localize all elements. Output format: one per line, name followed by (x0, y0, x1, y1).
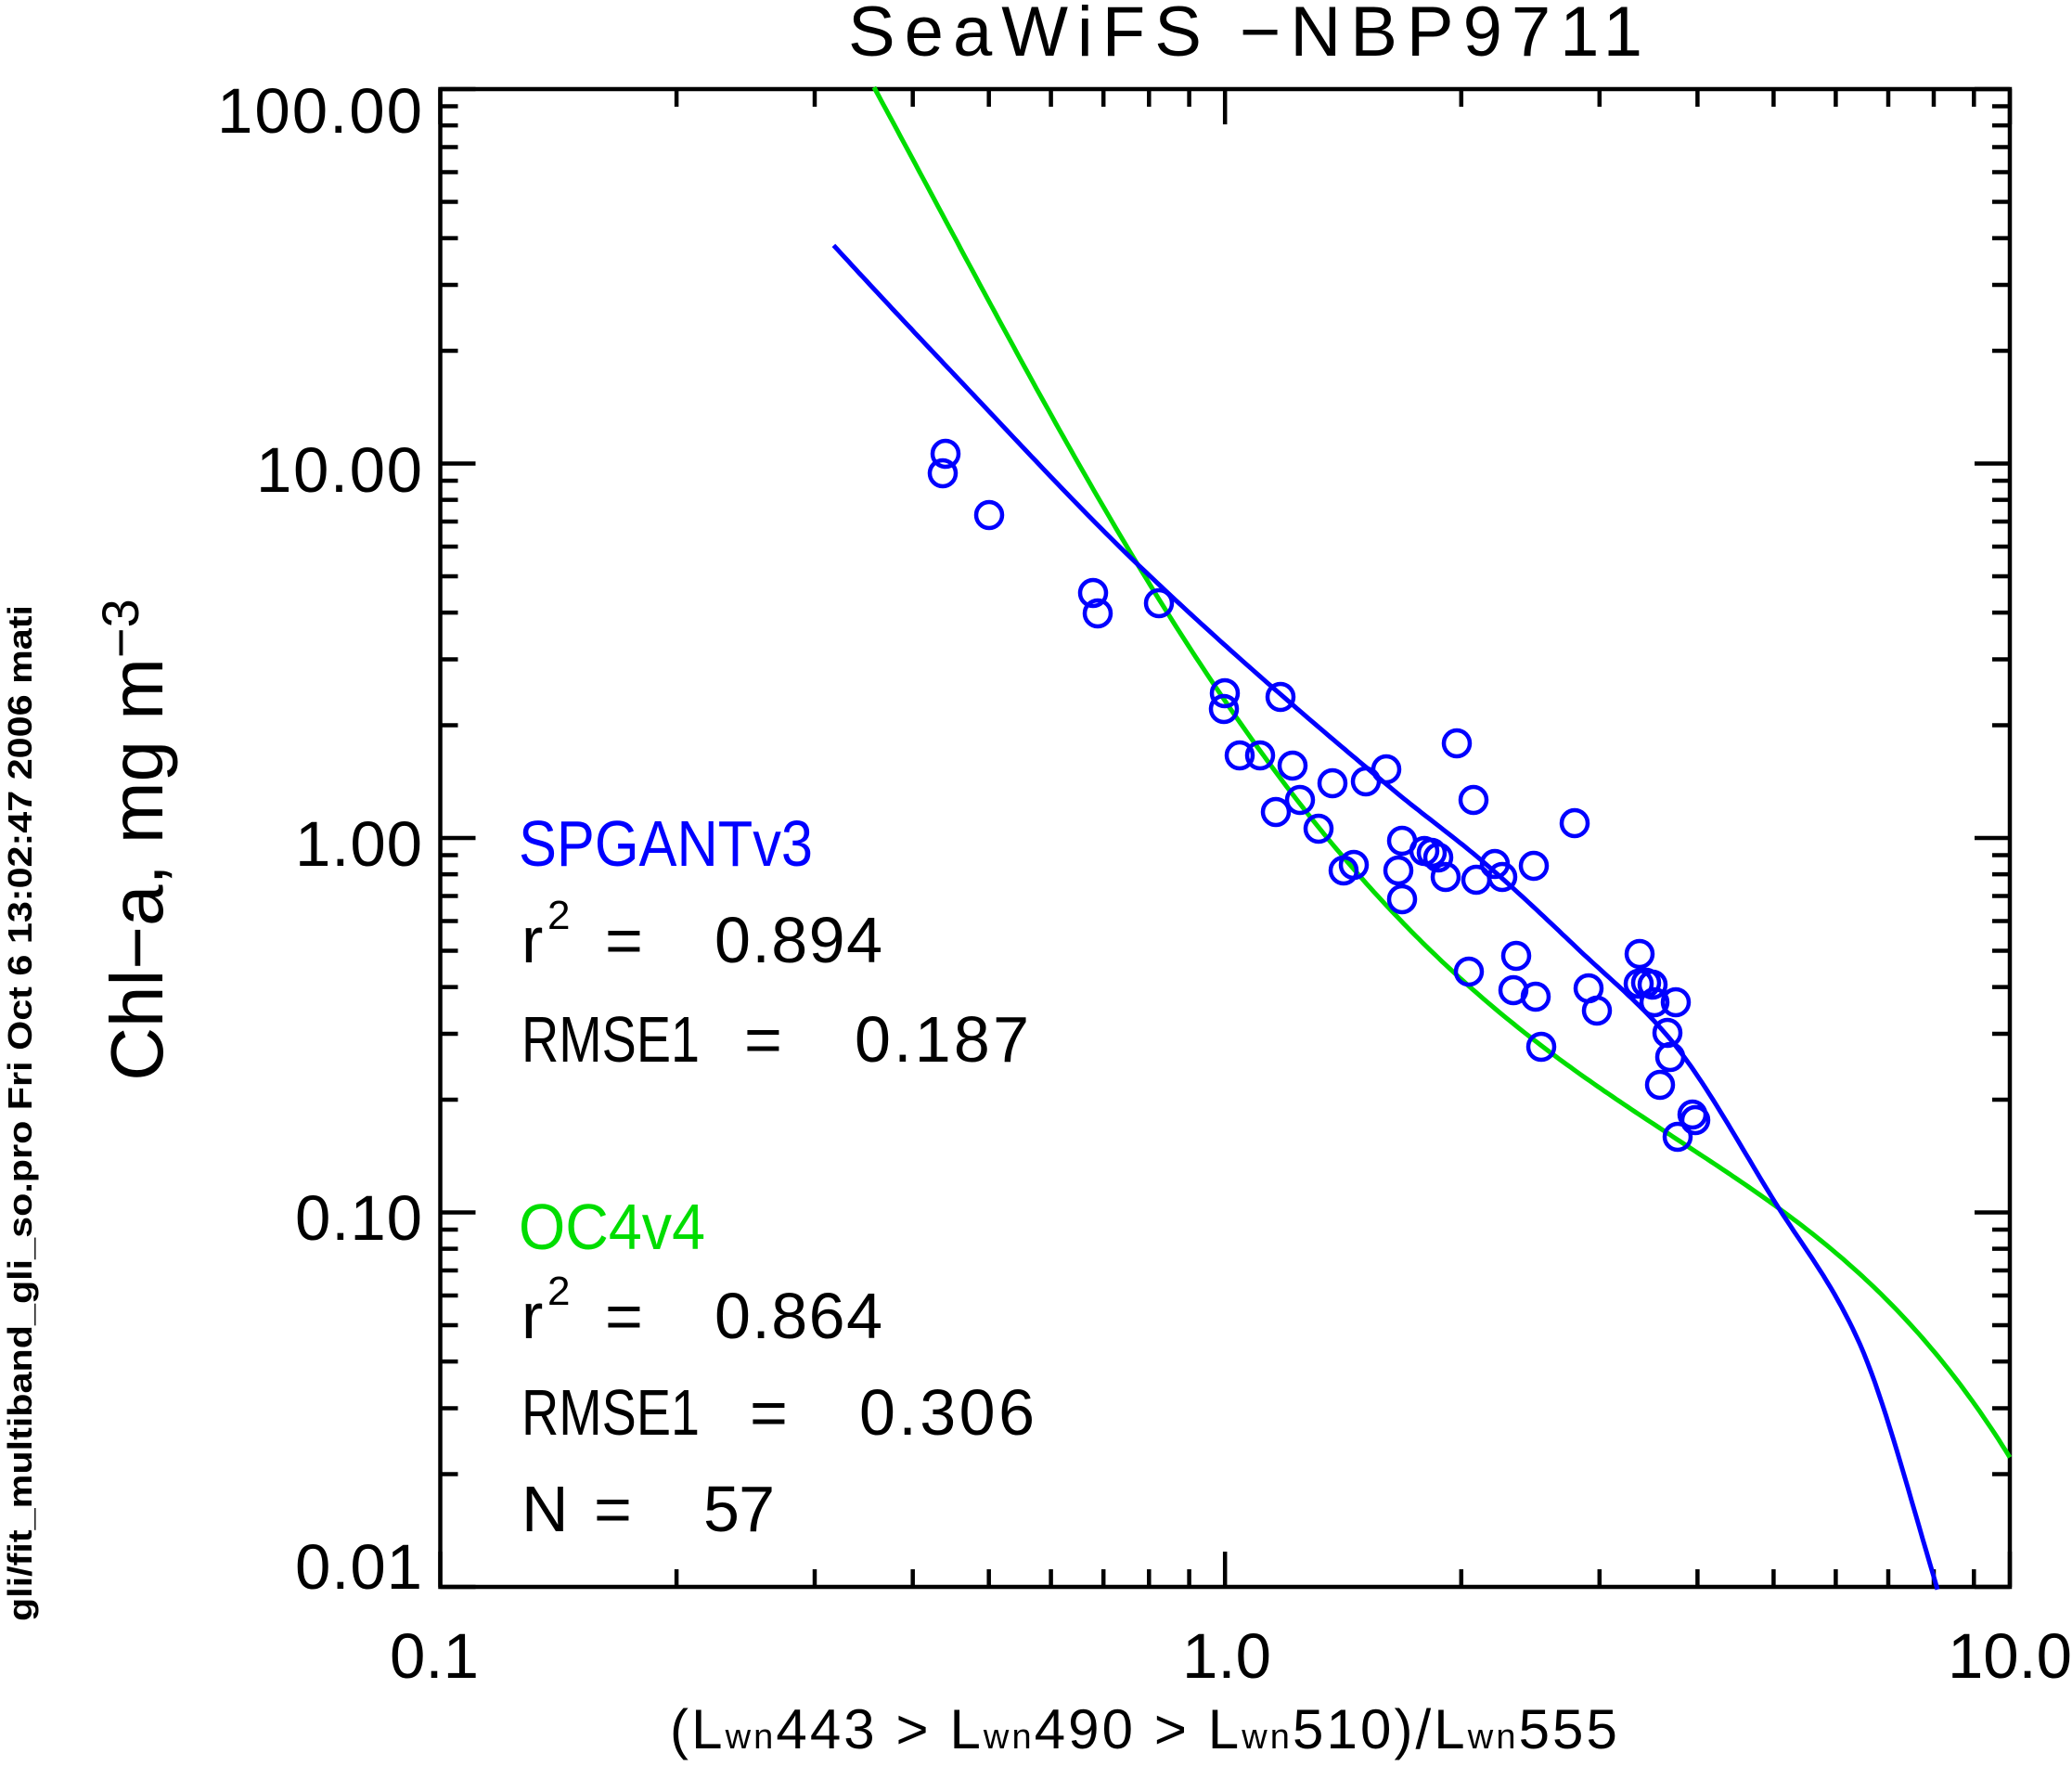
svg-text:r: r (521, 904, 543, 976)
svg-text:RMSE1: RMSE1 (521, 1003, 700, 1076)
svg-text:SPGANTv3: SPGANTv3 (519, 807, 813, 880)
svg-text:0.894: 0.894 (714, 904, 882, 976)
svg-text:0.01: 0.01 (295, 1531, 422, 1603)
svg-text:=: = (744, 1003, 782, 1076)
svg-text:0.864: 0.864 (714, 1280, 882, 1352)
svg-text:100.00: 100.00 (217, 75, 422, 147)
svg-text:RMSE1: RMSE1 (521, 1376, 700, 1449)
svg-text:0.187: 0.187 (855, 1003, 1029, 1076)
svg-text:gli/fit_multiband_gli_so.pro F: gli/fit_multiband_gli_so.pro Fri Oct 6 1… (1, 605, 39, 1621)
svg-text:N: N (521, 1473, 569, 1545)
svg-text:2: 2 (547, 1269, 570, 1314)
svg-text:=: = (594, 1473, 632, 1545)
svg-text:57: 57 (703, 1473, 775, 1545)
svg-text:0.1: 0.1 (390, 1620, 479, 1692)
svg-text:(Lwn443 > Lwn490 > Lwn510)/Lwn: (Lwn443 > Lwn490 > Lwn510)/Lwn555 (670, 1698, 1620, 1760)
svg-text:SeaWiFS −NBP9711: SeaWiFS −NBP9711 (848, 0, 1642, 71)
svg-text:=: = (605, 1280, 643, 1352)
svg-text:r: r (521, 1280, 543, 1352)
svg-text:OC4v4: OC4v4 (519, 1191, 705, 1263)
svg-text:1.0: 1.0 (1182, 1620, 1271, 1692)
svg-text:10.00: 10.00 (256, 434, 422, 506)
svg-text:Chl−a, mg m−3: Chl−a, mg m−3 (91, 599, 178, 1081)
svg-text:=: = (750, 1376, 788, 1449)
svg-text:1.00: 1.00 (295, 808, 422, 880)
svg-text:2: 2 (547, 893, 570, 938)
svg-text:10.0: 10.0 (1948, 1620, 2072, 1692)
svg-text:0.10: 0.10 (295, 1182, 422, 1254)
svg-text:0.306: 0.306 (859, 1376, 1035, 1449)
svg-text:=: = (605, 904, 643, 976)
